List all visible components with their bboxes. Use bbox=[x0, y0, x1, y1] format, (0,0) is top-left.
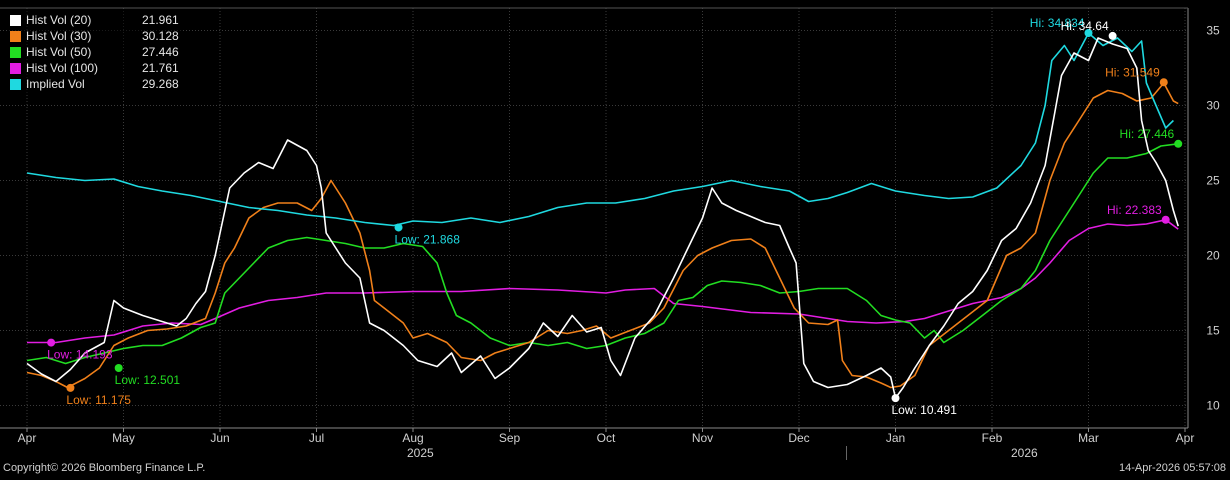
legend-series-value: 29.268 bbox=[142, 77, 179, 91]
annotation-label: Hi: 22.383 bbox=[1107, 203, 1162, 217]
annotation-label: Low: 21.868 bbox=[395, 232, 461, 246]
legend-series-name: Implied Vol bbox=[26, 77, 85, 91]
y-tick-label: 10 bbox=[1206, 399, 1220, 413]
y-tick-label: 30 bbox=[1206, 99, 1220, 113]
x-tick-label: Oct bbox=[597, 431, 616, 445]
legend-item-hv50[interactable]: Hist Vol (50) 27.446 bbox=[10, 44, 179, 60]
legend-swatch bbox=[10, 62, 21, 74]
annotation-marker bbox=[114, 363, 123, 372]
chart-legend: Hist Vol (20) 21.961 Hist Vol (30) 30.12… bbox=[8, 11, 183, 94]
legend-series-value: 30.128 bbox=[142, 29, 179, 43]
annotation-marker bbox=[47, 338, 56, 347]
legend-series-value: 21.961 bbox=[142, 13, 179, 27]
legend-swatch bbox=[10, 46, 21, 58]
year-label-2025: 2025 bbox=[407, 446, 434, 460]
annotation-marker bbox=[1084, 28, 1093, 37]
legend-item-hv100[interactable]: Hist Vol (100) 21.761 bbox=[10, 60, 179, 76]
x-tick-label: Sep bbox=[499, 431, 521, 445]
annotation-label: Low: 14.193 bbox=[47, 348, 113, 362]
annotation-marker bbox=[1108, 31, 1117, 40]
series-line-hist-vol-100 bbox=[27, 219, 1179, 344]
legend-series-value: 21.761 bbox=[142, 61, 179, 75]
annotation-label: Hi: 27.446 bbox=[1120, 127, 1175, 141]
x-tick-label: May bbox=[112, 431, 135, 445]
annotation-label: Hi: 34.64 bbox=[1061, 19, 1109, 33]
annotation-label: Low: 10.491 bbox=[892, 403, 958, 417]
annotation-marker bbox=[394, 223, 403, 232]
legend-series-value: 27.446 bbox=[142, 45, 179, 59]
series-line-hist-vol-30 bbox=[26, 82, 1179, 389]
annotation-marker bbox=[66, 383, 75, 392]
x-tick-label: Aug bbox=[402, 431, 423, 445]
legend-series-name: Hist Vol (20) bbox=[26, 13, 92, 27]
legend-item-hv30[interactable]: Hist Vol (30) 30.128 bbox=[10, 28, 179, 44]
legend-series-name: Hist Vol (30) bbox=[26, 29, 92, 43]
series-line-implied-vol bbox=[26, 32, 1174, 227]
timestamp-text: 14-Apr-2026 05:57:08 bbox=[1118, 462, 1226, 474]
y-tick-label: 20 bbox=[1206, 249, 1220, 263]
legend-swatch bbox=[10, 14, 21, 26]
x-tick-label: Mar bbox=[1078, 431, 1099, 445]
legend-item-hv20[interactable]: Hist Vol (20) 21.961 bbox=[10, 12, 179, 28]
year-label-2026: 2026 bbox=[1011, 446, 1038, 460]
copyright-text: Copyright© 2026 Bloomberg Finance L.P. bbox=[3, 462, 206, 474]
annotation-marker bbox=[1161, 215, 1170, 224]
annotation-marker bbox=[1159, 78, 1168, 87]
legend-series-name: Hist Vol (50) bbox=[26, 45, 92, 59]
legend-series-name: Hist Vol (100) bbox=[26, 61, 99, 75]
x-tick-label: Nov bbox=[692, 431, 713, 445]
annotation-label: Low: 11.175 bbox=[66, 393, 131, 407]
year-separator bbox=[846, 446, 847, 460]
legend-swatch bbox=[10, 78, 21, 90]
x-tick-label: Apr bbox=[1176, 431, 1195, 445]
annotation-label: Low: 12.501 bbox=[115, 373, 181, 387]
x-tick-label: Feb bbox=[982, 431, 1003, 445]
series-line-hist-vol-50 bbox=[26, 143, 1179, 365]
legend-swatch bbox=[10, 30, 21, 42]
x-tick-label: Jul bbox=[309, 431, 324, 445]
x-tick-label: Jan bbox=[886, 431, 905, 445]
annotation-label: Hi: 34.834 bbox=[1030, 16, 1085, 30]
y-tick-label: 35 bbox=[1206, 24, 1220, 38]
x-tick-label: Dec bbox=[788, 431, 809, 445]
annotation-label: Hi: 31.549 bbox=[1105, 65, 1160, 79]
x-tick-label: Apr bbox=[18, 431, 37, 445]
y-tick-label: 25 bbox=[1206, 174, 1220, 188]
y-tick-label: 15 bbox=[1206, 324, 1220, 338]
annotation-marker bbox=[1174, 139, 1183, 148]
legend-item-implied-vol[interactable]: Implied Vol 29.268 bbox=[10, 76, 179, 92]
annotation-marker bbox=[891, 394, 900, 403]
x-tick-label: Jun bbox=[210, 431, 229, 445]
series-line-hist-vol-20 bbox=[26, 37, 1179, 399]
